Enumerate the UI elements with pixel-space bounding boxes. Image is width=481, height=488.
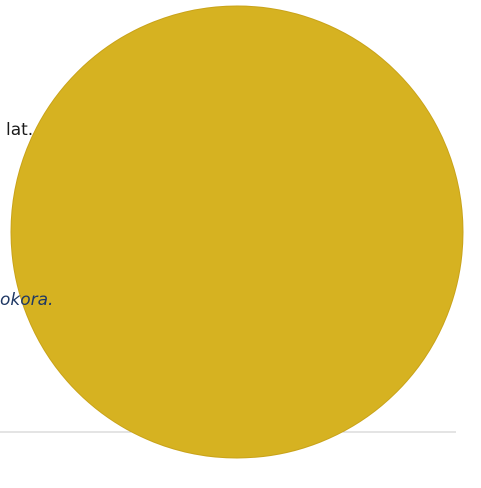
gold-circle [10,5,464,459]
text-fragment: okora. [0,290,54,310]
text-fragment: lat. [6,120,34,140]
